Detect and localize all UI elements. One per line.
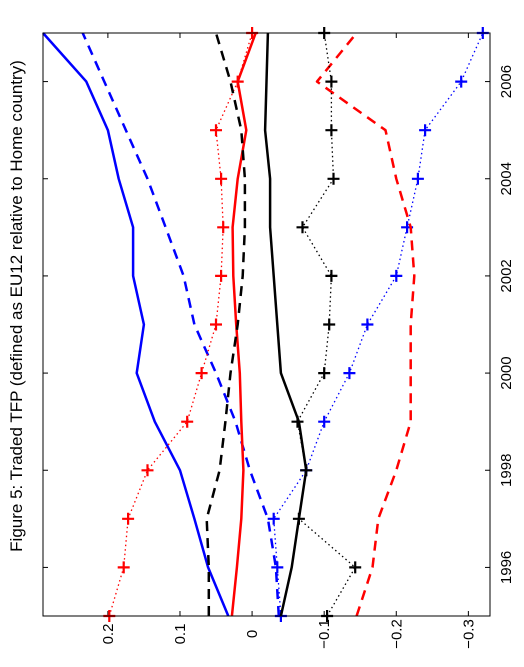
series-3-marker	[390, 269, 403, 282]
x-tick-label: 1996	[498, 551, 515, 584]
series-3-marker	[267, 512, 280, 525]
series-6-marker	[181, 415, 194, 428]
series-6-marker	[122, 512, 135, 525]
series-6-marker	[117, 561, 130, 574]
series-6-marker	[215, 269, 228, 282]
series-line-1	[42, 32, 230, 617]
x-tick-label: 1998	[498, 454, 515, 487]
y-axis-ticks: 0.2 0.1 0 −0.1 −0.2 −0.3	[100, 33, 477, 649]
series-3-marker	[271, 561, 284, 574]
series-line-6	[108, 32, 253, 617]
series-line-5	[315, 32, 416, 617]
series-6-marker	[210, 124, 222, 137]
y-tick-label: 0.1	[172, 624, 189, 645]
plot-frame	[42, 32, 491, 617]
series-6-marker	[217, 221, 230, 234]
series-3-marker	[455, 75, 468, 88]
series-3-marker	[343, 367, 356, 380]
y-tick-label: −0.3	[460, 619, 477, 649]
series-9-marker	[300, 464, 313, 477]
series-9-marker	[291, 415, 304, 428]
y-tick-label: −0.2	[388, 619, 405, 649]
series-line-7	[263, 32, 308, 617]
x-tick-label: 2006	[498, 65, 515, 98]
chart-title: Figure 5: Traded TFP (defined as EU12 re…	[7, 60, 26, 552]
x-tick-label: 2000	[498, 356, 515, 389]
series-9-marker	[327, 172, 340, 185]
series-9-marker	[325, 269, 338, 282]
series-9-marker	[296, 221, 309, 234]
series-6-marker	[195, 367, 208, 380]
series-group	[42, 27, 489, 622]
series-6-marker	[231, 75, 244, 88]
series-6-marker	[215, 172, 228, 185]
x-tick-label: 2004	[498, 162, 515, 195]
series-9-marker	[325, 124, 338, 137]
series-9-marker	[349, 561, 362, 574]
series-3-marker	[419, 124, 432, 137]
series-3-marker	[318, 415, 331, 428]
series-3-marker	[411, 172, 424, 185]
series-3-marker	[361, 318, 374, 331]
series-line-4	[230, 32, 257, 617]
x-tick-label: 2002	[498, 259, 515, 292]
y-tick-label: −0.1	[316, 619, 333, 649]
series-9-marker	[325, 75, 338, 88]
series-6-marker	[210, 318, 222, 331]
y-tick-label: 0	[244, 630, 261, 638]
series-6-marker	[141, 464, 154, 477]
series-line-2	[81, 32, 281, 617]
series-9-marker	[292, 512, 305, 525]
series-9-marker	[318, 367, 331, 380]
x-axis-ticks: 1996 1998 2000 2002 2004 2006	[43, 65, 515, 584]
y-tick-label: 0.2	[100, 624, 117, 645]
series-9-marker	[323, 318, 336, 331]
series-line-8	[205, 32, 247, 616]
